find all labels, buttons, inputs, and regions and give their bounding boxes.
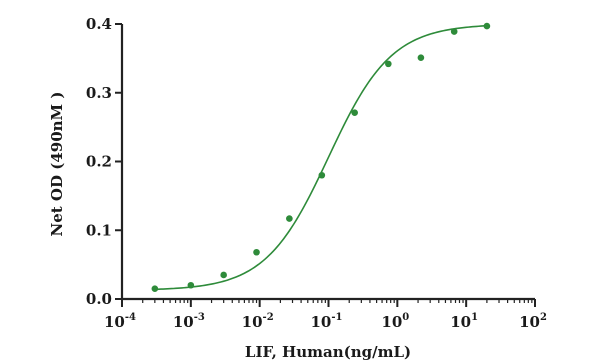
data-point xyxy=(483,22,491,30)
x-tick-label: 100 xyxy=(381,312,409,331)
data-point xyxy=(385,60,392,68)
x-tick-label: 10-4 xyxy=(104,312,136,331)
axis-titles: LIF, Human(ng/mL) Net OD (490nM ) xyxy=(48,92,411,361)
fit-curve-group xyxy=(154,24,487,291)
data-points xyxy=(151,22,491,292)
y-tick-label: 0.4 xyxy=(86,15,112,33)
y-tick-label: 0.1 xyxy=(86,221,112,239)
x-tick-label: 101 xyxy=(450,312,478,331)
axes: 0.0 0.1 0.2 0.3 0.4 10-4 10-3 10-2 10-1 100 101 102 xyxy=(86,15,547,331)
data-point xyxy=(187,281,195,289)
data-point xyxy=(318,171,326,179)
y-tick-label: 0.3 xyxy=(86,84,112,102)
x-tick-label: 102 xyxy=(519,312,547,331)
data-point xyxy=(286,215,293,222)
x-tick-label: 10-1 xyxy=(311,312,343,331)
data-point xyxy=(450,28,458,35)
y-axis-title: Net OD (490nM ) xyxy=(48,92,66,237)
y-tick-label: 0.0 xyxy=(86,290,112,308)
data-point xyxy=(220,271,227,279)
data-point xyxy=(351,109,358,116)
x-tick-label: 10-3 xyxy=(173,312,205,331)
x-axis-title: LIF, Human(ng/mL) xyxy=(245,343,411,361)
data-point xyxy=(151,285,159,292)
fit-curve xyxy=(154,24,487,291)
x-tick-label: 10-2 xyxy=(242,312,274,331)
data-point xyxy=(417,54,425,61)
y-tick-label: 0.2 xyxy=(86,153,112,171)
data-point xyxy=(253,248,260,256)
